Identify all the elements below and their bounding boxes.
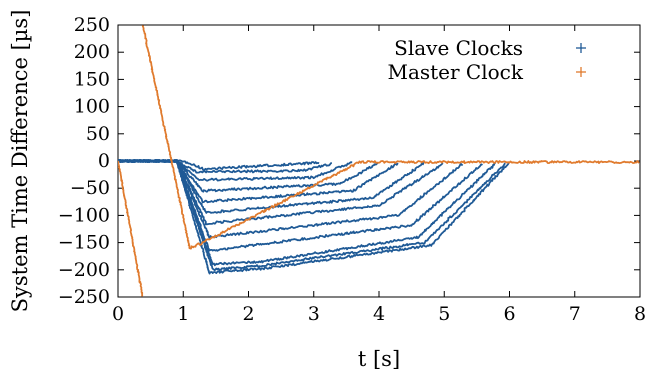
x-tick-label: 5 — [438, 303, 450, 325]
series-0 — [118, 158, 510, 275]
y-tick-label: 200 — [74, 41, 110, 63]
series-trace — [118, 159, 510, 275]
x-tick-label: 4 — [373, 303, 385, 325]
legend-label-master: Master Clock — [387, 60, 523, 84]
x-tick-label: 3 — [308, 303, 320, 325]
x-tick-label: 1 — [177, 303, 189, 325]
series-trace — [118, 158, 464, 240]
x-tick-label: 7 — [569, 303, 581, 325]
legend: Slave Clocks Master Clock — [387, 36, 586, 84]
trace-markers — [118, 158, 379, 193]
plot-frame — [117, 24, 641, 298]
series-trace — [118, 158, 506, 272]
y-tick-label: −250 — [58, 286, 110, 308]
trace-markers — [118, 158, 506, 272]
legend-marker-slave — [576, 43, 586, 53]
series-1 — [118, 25, 640, 297]
axis-tick-labels: 0 1 2 3 4 5 6 7 8 250 200 150 100 50 0 −50 −100 −150 −200 −… — [58, 14, 646, 325]
y-axis-title: System Time Difference [µs] — [8, 10, 32, 313]
y-tick-label: 0 — [98, 150, 110, 172]
y-tick-label: 50 — [86, 123, 110, 145]
legend-label-slave: Slave Clocks — [394, 36, 523, 60]
legend-marker-master — [576, 67, 586, 77]
series-trace — [118, 158, 379, 193]
y-tick-label: −50 — [70, 177, 110, 199]
x-axis-title: t [s] — [358, 347, 400, 371]
x-tick-label: 6 — [503, 303, 515, 325]
series-trace — [118, 160, 144, 297]
x-tick-label: 8 — [634, 303, 646, 325]
trace-markers — [118, 160, 144, 297]
series-trace — [141, 25, 640, 250]
axis-ticks — [117, 24, 641, 298]
y-tick-label: 100 — [74, 96, 110, 118]
x-tick-label: 2 — [242, 303, 254, 325]
trace-markers — [118, 159, 510, 275]
x-tick-label: 0 — [112, 303, 124, 325]
plot-points — [118, 25, 640, 297]
trace-markers — [141, 25, 640, 250]
y-tick-label: −100 — [58, 204, 110, 226]
y-tick-label: −200 — [58, 259, 110, 281]
trace-markers — [118, 158, 464, 240]
y-tick-label: 250 — [74, 14, 110, 36]
y-tick-label: 150 — [74, 68, 110, 90]
y-tick-label: −150 — [58, 232, 110, 254]
